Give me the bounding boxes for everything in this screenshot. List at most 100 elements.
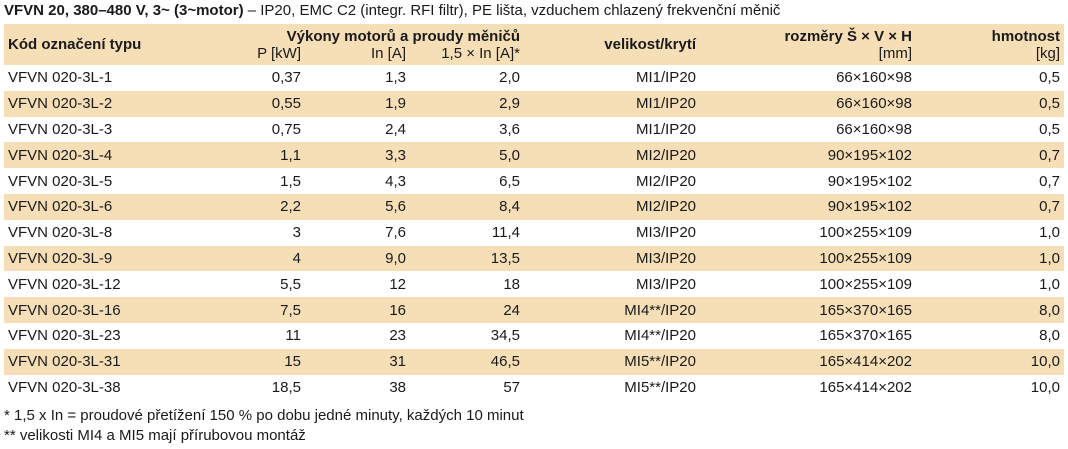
cell-weight: 0,7 xyxy=(916,142,1064,169)
cell-weight: 0,5 xyxy=(1039,120,1060,138)
table-row: VFVN 020-3L-31 15 31 46,5 MI5**/IP20 165×414×… xyxy=(4,348,1064,375)
spec-table: Kód označení typu Výkony motorů a proudy… xyxy=(4,24,1064,400)
cell-power: 0,75 xyxy=(271,120,301,138)
cell-type-code: VFVN 020-3L-31 xyxy=(4,348,209,375)
cell-type-code: VFVN 020-3L-1 xyxy=(8,69,113,87)
table-row: VFVN 020-3L-5 1,5 4,3 6,5 MI2/IP20 90×195×102… xyxy=(4,168,1064,194)
header-power-group: Výkony motorů a proudy měničů xyxy=(209,24,524,45)
table-row: VFVN 020-3L-9 4 9,0 13,5 MI3/IP20 100×255×109… xyxy=(4,245,1064,272)
cell-dimensions: 66×160×98 xyxy=(836,120,912,138)
table-row: VFVN 020-3L-4 1,1 3,3 5,0 MI2/IP20 90×195×102… xyxy=(4,142,1064,169)
cell-type-code: VFVN 020-3L-4 xyxy=(4,142,209,169)
cell-weight: 0,7 xyxy=(916,193,1064,220)
table-row: VFVN 020-3L-6 2,2 5,6 8,4 MI2/IP20 90×195×102… xyxy=(4,193,1064,220)
cell-overload-current: 57 xyxy=(503,378,520,396)
table-row: VFVN 020-3L-23 11 23 34,5 MI4**/IP20 165×370×… xyxy=(4,323,1064,349)
cell-frame-size: MI3/IP20 xyxy=(635,224,696,242)
cell-current: 1,3 xyxy=(385,69,406,87)
cell-current: 12 xyxy=(389,275,406,293)
cell-frame-size: MI1/IP20 xyxy=(524,90,700,117)
cell-dimensions: 100×255×109 xyxy=(819,224,912,242)
header-code: Kód označení typu xyxy=(4,24,209,65)
cell-dimensions: 90×195×102 xyxy=(827,172,912,190)
cell-weight: 0,7 xyxy=(1039,172,1060,190)
cell-power: 15 xyxy=(209,348,305,375)
cell-overload-current: 2,0 xyxy=(499,69,520,87)
cell-overload-current: 3,6 xyxy=(499,120,520,138)
footnote-flange: ** velikosti MI4 a MI5 mají přírubovou m… xyxy=(4,427,306,444)
table-caption: VFVN 20, 380–480 V, 3~ (3~motor) – IP20,… xyxy=(4,2,780,19)
cell-type-code: VFVN 020-3L-2 xyxy=(4,90,209,117)
cell-power: 0,37 xyxy=(271,69,301,87)
header-weight: hmotnost xyxy=(916,24,1064,45)
header-dims-unit: [mm] xyxy=(700,45,916,65)
table-row: VFVN 020-3L-12 5,5 12 18 MI3/IP20 100×255×109… xyxy=(4,271,1064,297)
cell-weight: 10,0 xyxy=(1030,378,1060,396)
cell-power: 2,2 xyxy=(209,193,305,220)
cell-overload-current: 2,9 xyxy=(410,90,524,117)
table-row: VFVN 020-3L-8 3 7,6 11,4 MI3/IP20 100×255×109… xyxy=(4,220,1064,246)
cell-dimensions: 90×195×102 xyxy=(700,142,916,169)
caption-description: – IP20, EMC C2 (integr. RFI filtr), PE l… xyxy=(243,2,781,19)
cell-overload-current: 11,4 xyxy=(491,224,520,242)
cell-current: 16 xyxy=(305,297,410,323)
cell-current: 23 xyxy=(389,327,406,345)
footnotes: * 1,5 x In = proudové přetížení 150 % po… xyxy=(4,406,524,446)
table-row: VFVN 020-3L-3 0,75 2,4 3,6 MI1/IP20 66×160×98… xyxy=(4,117,1064,143)
footnote-overload: * 1,5 x In = proudové přetížení 150 % po… xyxy=(4,407,524,424)
cell-dimensions: 165×414×202 xyxy=(700,348,916,375)
cell-frame-size: MI2/IP20 xyxy=(524,193,700,220)
cell-type-code: VFVN 020-3L-6 xyxy=(4,193,209,220)
table-header: Kód označení typu Výkony motorů a proudy… xyxy=(4,24,1064,65)
cell-frame-size: MI4**/IP20 xyxy=(624,327,696,345)
cell-weight: 0,5 xyxy=(916,90,1064,117)
caption-model: VFVN 20, 380–480 V, 3~ (3~motor) xyxy=(4,2,244,19)
header-weight-unit: [kg] xyxy=(916,45,1064,65)
cell-type-code: VFVN 020-3L-23 xyxy=(8,327,121,345)
cell-dimensions: 100×255×109 xyxy=(819,275,912,293)
cell-power: 0,55 xyxy=(209,90,305,117)
cell-type-code: VFVN 020-3L-3 xyxy=(8,120,113,138)
cell-frame-size: MI2/IP20 xyxy=(524,142,700,169)
cell-frame-size: MI4**/IP20 xyxy=(524,297,700,323)
table-row: VFVN 020-3L-16 7,5 16 24 MI4**/IP20 165×370×1… xyxy=(4,297,1064,323)
cell-current: 9,0 xyxy=(305,245,410,272)
header-dims: rozměry Š × V × H xyxy=(700,24,916,45)
cell-power: 7,5 xyxy=(209,297,305,323)
header-power-unit: P [kW] xyxy=(209,45,305,65)
cell-frame-size: MI1/IP20 xyxy=(635,69,696,87)
cell-overload-current: 46,5 xyxy=(410,348,524,375)
cell-weight: 1,0 xyxy=(1039,275,1060,293)
cell-type-code: VFVN 020-3L-5 xyxy=(8,172,113,190)
table-row: VFVN 020-3L-2 0,55 1,9 2,9 MI1/IP20 66×160×98… xyxy=(4,90,1064,117)
cell-type-code: VFVN 020-3L-38 xyxy=(8,378,121,396)
cell-weight: 8,0 xyxy=(916,297,1064,323)
cell-current: 3,3 xyxy=(305,142,410,169)
cell-current: 31 xyxy=(305,348,410,375)
cell-overload-current: 13,5 xyxy=(410,245,524,272)
cell-weight: 8,0 xyxy=(1039,327,1060,345)
cell-overload-current: 24 xyxy=(410,297,524,323)
cell-dimensions: 66×160×98 xyxy=(700,90,916,117)
cell-weight: 10,0 xyxy=(916,348,1064,375)
cell-current: 5,6 xyxy=(305,193,410,220)
table-row: VFVN 020-3L-38 18,5 38 57 MI5**/IP20 165×414×… xyxy=(4,375,1064,401)
table-row: VFVN 020-3L-1 0,37 1,3 2,0 MI1/IP20 66×160×98… xyxy=(4,65,1064,91)
header-current-unit: In [A] xyxy=(305,45,410,65)
cell-frame-size: MI2/IP20 xyxy=(635,172,696,190)
cell-weight: 1,0 xyxy=(1039,224,1060,242)
cell-frame-size: MI3/IP20 xyxy=(635,275,696,293)
cell-type-code: VFVN 020-3L-12 xyxy=(8,275,121,293)
cell-dimensions: 165×370×165 xyxy=(819,327,912,345)
cell-frame-size: MI5**/IP20 xyxy=(624,378,696,396)
header-size: velikost/krytí xyxy=(524,24,700,65)
cell-power: 1,5 xyxy=(280,172,301,190)
cell-frame-size: MI1/IP20 xyxy=(635,120,696,138)
cell-weight: 1,0 xyxy=(916,245,1064,272)
cell-power: 18,5 xyxy=(271,378,301,396)
cell-current: 38 xyxy=(389,378,406,396)
cell-dimensions: 90×195×102 xyxy=(700,193,916,220)
cell-power: 4 xyxy=(209,245,305,272)
cell-overload-current: 18 xyxy=(503,275,520,293)
header-overload-unit: 1,5 × In [A]* xyxy=(410,45,524,65)
